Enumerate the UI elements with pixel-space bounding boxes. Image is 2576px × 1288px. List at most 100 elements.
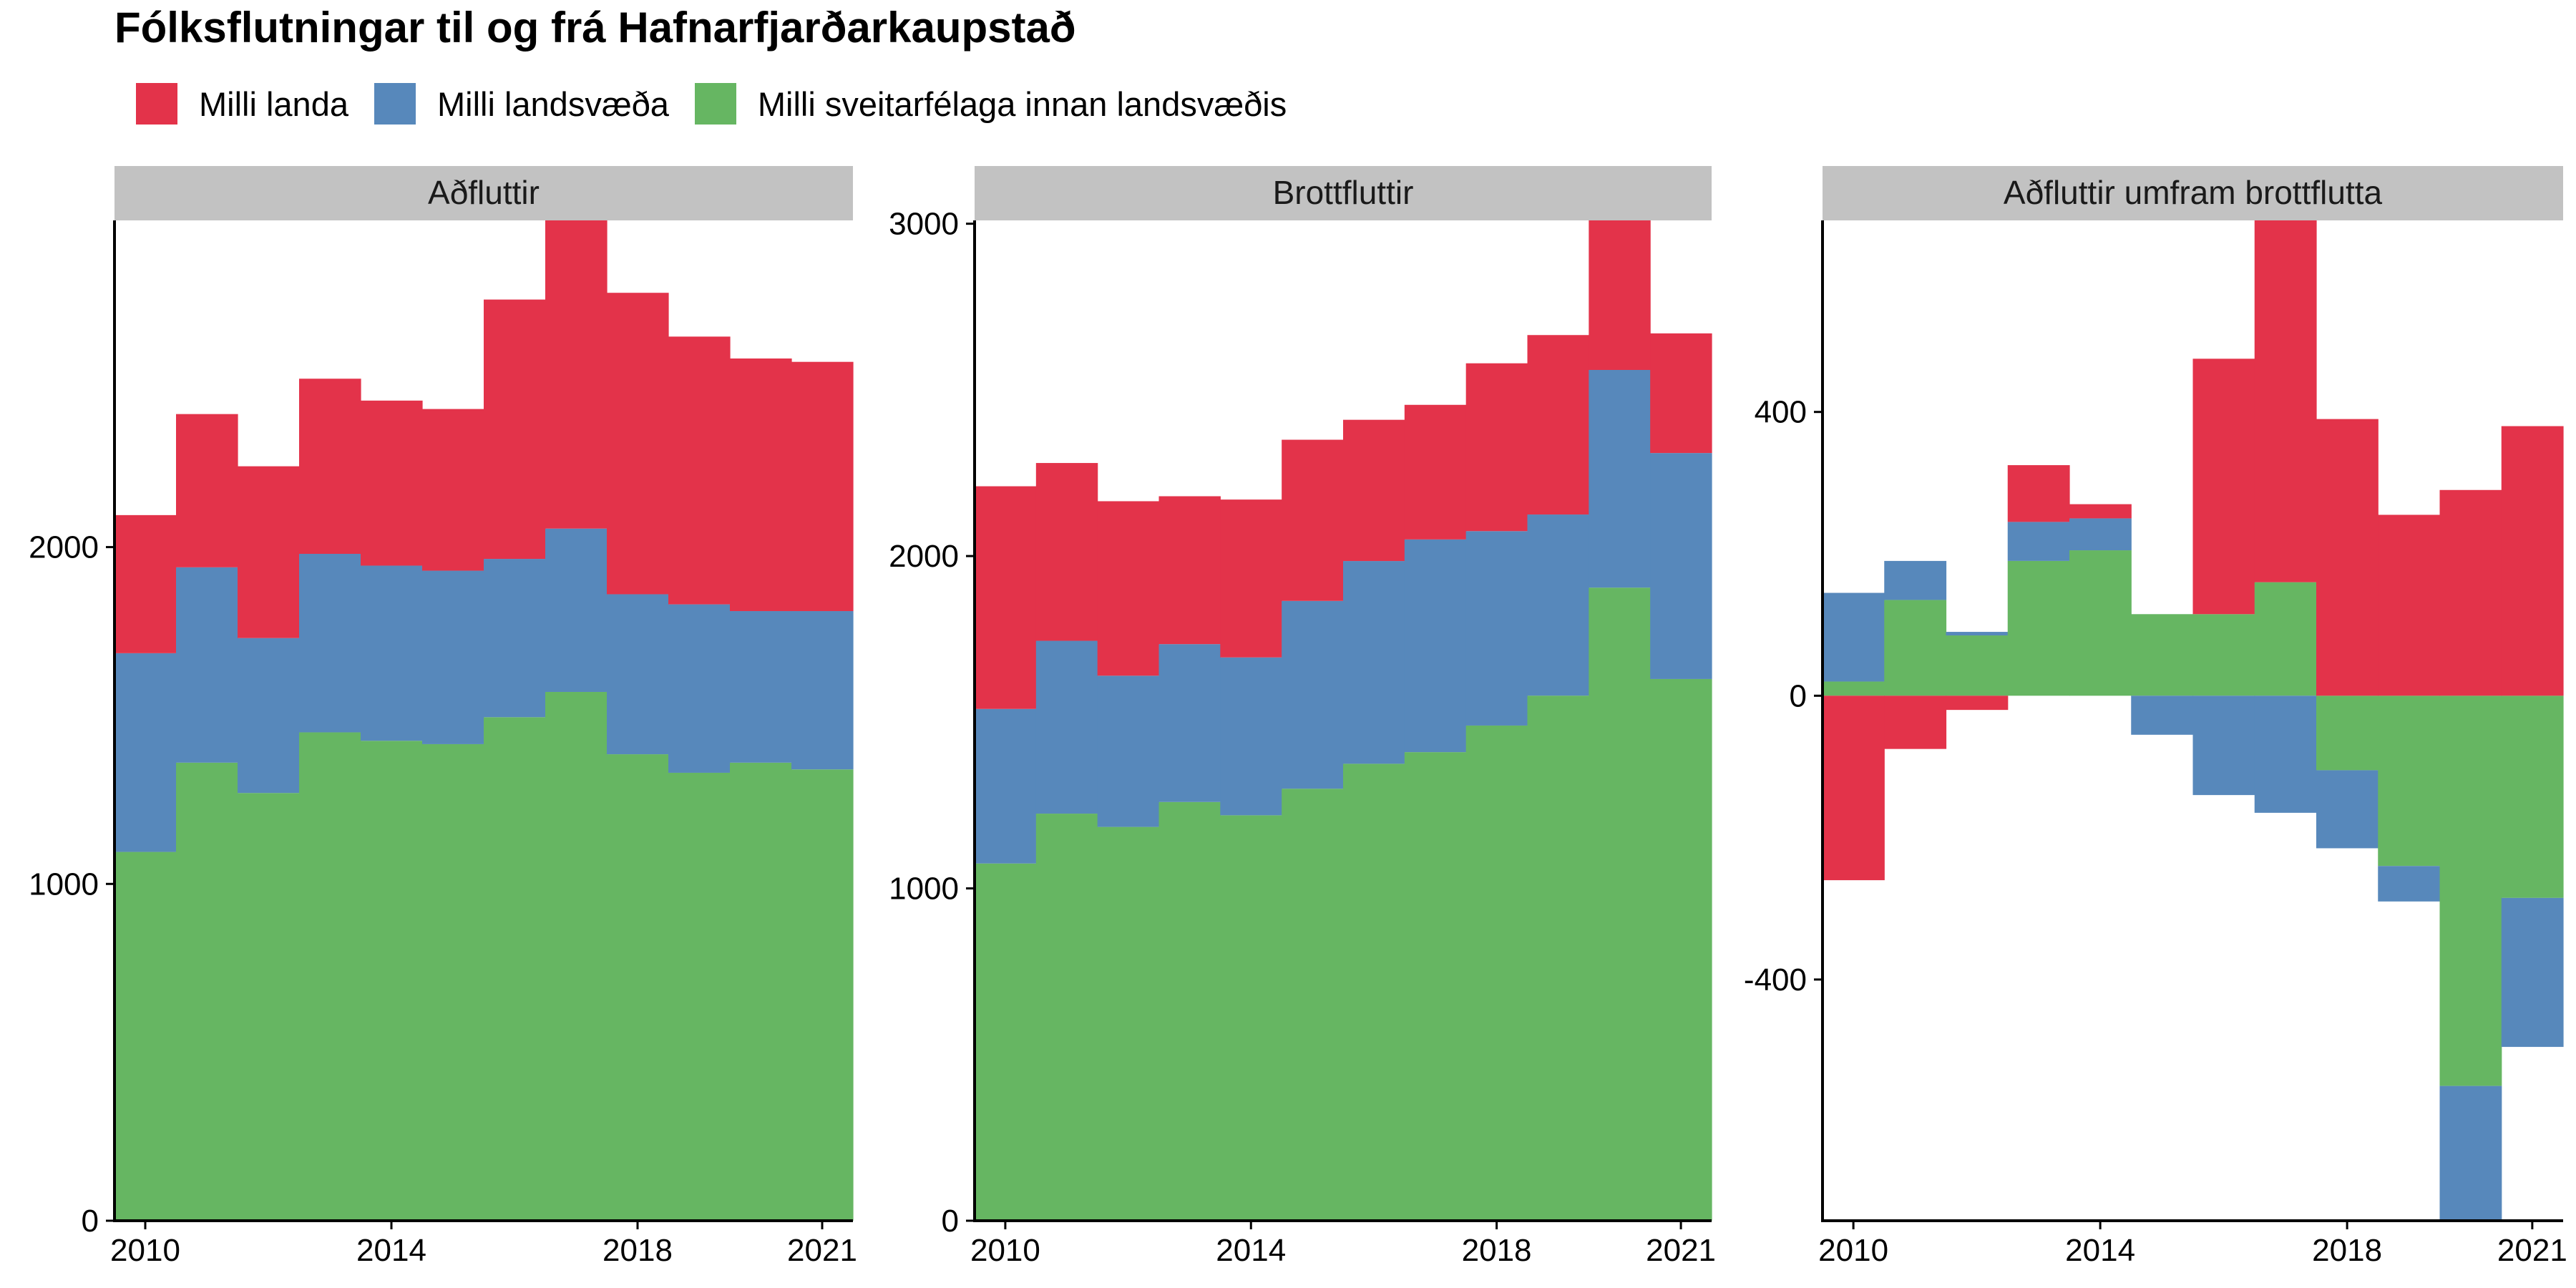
bar-landsvaeda-2011 [1884,560,1947,600]
chart-title: Fólksflutningar til og frá Hafnarfjarðar… [114,4,1076,52]
panel-strip-title-2: Brottfluttir [1273,174,1414,211]
x-tick-label-1-2014: 2014 [356,1233,426,1268]
x-tick-label-1-2018: 2018 [602,1233,673,1268]
x-tick-label-1-2021: 2021 [787,1233,857,1268]
bar-sveitarfelaga-2020 [1589,587,1651,1221]
bar-sveitarfelaga-2020 [730,762,792,1221]
bar-landsvaeda-2017 [2254,696,2317,813]
bar-sveitarfelaga-2017 [1404,752,1467,1221]
bar-landa-2020 [2439,489,2502,696]
bar-sveitarfelaga-2021 [1650,678,1712,1221]
bar-sveitarfelaga-2011 [176,762,238,1221]
bar-landsvaeda-2010 [975,708,1037,864]
y-tick-label-1-2000: 2000 [29,530,99,565]
bar-landsvaeda-2017 [1404,539,1467,753]
bar-landa-2018 [1465,363,1528,532]
bar-sveitarfelaga-2018 [607,754,669,1221]
bar-landsvaeda-2012 [238,638,300,794]
bar-landsvaeda-2014 [1220,657,1282,816]
bar-sveitarfelaga-2010 [975,863,1037,1221]
legend-item-milli-sveitarfelaga: Milli sveitarfélaga innan landsvæðis [694,83,1287,125]
bar-landsvaeda-2013 [1158,644,1221,802]
x-tick-label-2-2021: 2021 [1646,1233,1716,1268]
bar-landa-2016 [1343,419,1405,562]
panel-strip-2 [975,166,1712,220]
bar-landsvaeda-2019 [668,604,731,773]
panel-1: Aðfluttir 0 1000 2000 2010 2014 2018 2021 [29,166,857,1268]
bar-landsvaeda-2014 [361,565,423,741]
panel-3: Aðfluttir umfram brottflutta -400 0 400 2010… [1744,166,2567,1268]
legend-item-milli-landa: Milli landa [136,83,348,125]
bar-sveitarfelaga-2013 [299,732,361,1221]
bar-landa-2013 [1158,496,1221,645]
bar-sveitarfelaga-2012 [1097,826,1160,1221]
x-tick-label-2-2018: 2018 [1462,1233,1532,1268]
legend-swatch-milli-landsvaeda [374,83,416,125]
legend-swatch-milli-sveitarfelaga [694,83,736,125]
bar-sveitarfelaga-2019 [668,772,731,1221]
bar-landa-2016 [484,299,546,560]
bar-landa-2019 [1527,335,1589,515]
panel-strip-1 [114,166,853,220]
panel-strip-3 [1823,166,2563,220]
panel-strip-title-1: Aðfluttir [428,174,540,211]
bar-landa-2018 [2316,419,2379,696]
panel-2: Brottfluttir 0 1000 2000 3000 2010 2014 2018 202… [889,166,1716,1268]
bar-sveitarfelaga-2016 [484,717,546,1221]
bar-sveitarfelaga-2016 [2192,614,2255,696]
legend-label-milli-landa: Milli landa [199,84,348,123]
bar-landa-2018 [607,293,669,595]
bar-sveitarfelaga-2010 [114,852,177,1221]
bar-landsvaeda-2016 [484,559,546,718]
bar-landsvaeda-2010 [1823,592,1885,682]
bar-landsvaeda-2019 [1527,514,1589,696]
bar-landsvaeda-2016 [2192,696,2255,796]
bar-landa-2015 [422,409,484,571]
bar-sveitarfelaga-2019 [1527,696,1589,1221]
bar-landsvaeda-2020 [2439,1085,2502,1221]
bar-landa-2016 [2192,358,2255,615]
bar-sveitarfelaga-2014 [2069,550,2132,696]
bar-sveitarfelaga-2018 [1465,725,1528,1221]
bar-landa-2021 [1650,333,1712,454]
bar-sveitarfelaga-2019 [2378,696,2441,867]
bar-landa-2010 [975,486,1037,709]
x-tick-label-3-2014: 2014 [2065,1233,2135,1268]
bar-sveitarfelaga-2015 [1282,789,1344,1221]
bar-landa-2010 [1823,696,1885,881]
bar-sveitarfelaga-2014 [1220,815,1282,1221]
bar-sveitarfelaga-2016 [1343,763,1405,1221]
bar-landsvaeda-2015 [1282,600,1344,789]
bar-landa-2015 [1282,439,1344,601]
bar-landa-2011 [176,414,238,567]
bar-sveitarfelaga-2014 [361,741,423,1221]
bar-landsvaeda-2011 [1035,640,1098,814]
bar-landsvaeda-2013 [2007,522,2070,561]
bar-landsvaeda-2011 [176,567,238,763]
y-tick-label-2-0: 0 [942,1204,959,1239]
bar-landsvaeda-2010 [114,653,177,852]
y-tick-label-3--400: -400 [1744,962,1807,997]
bar-landa-2011 [1884,696,1947,749]
bar-landa-2012 [1946,696,2009,711]
bar-landsvaeda-2012 [1097,675,1160,827]
legend-label-milli-sveitarfelaga: Milli sveitarfélaga innan landsvæðis [757,84,1287,123]
bar-landa-2013 [299,379,361,554]
y-tick-label-1-1000: 1000 [29,867,99,902]
bar-sveitarfelaga-2021 [2501,696,2564,898]
bar-landsvaeda-2017 [545,528,608,692]
bar-landa-2017 [1404,404,1467,540]
bar-landa-2017 [545,220,608,529]
panel-strip-title-3: Aðfluttir umfram brottflutta [2004,174,2383,211]
y-tick-label-3-400: 400 [1755,395,1807,430]
legend: Milli landa Milli landsvæða Milli sveita… [136,79,1312,129]
bar-landa-2012 [238,466,300,638]
bar-landa-2021 [791,361,854,612]
y-tick-label-3-0: 0 [1790,678,1807,713]
bar-landsvaeda-2020 [730,611,792,763]
bar-landsvaeda-2012 [1946,632,2009,636]
bar-landsvaeda-2018 [2316,770,2379,849]
legend-label-milli-landsvaeda: Milli landsvæða [436,84,669,123]
x-tick-label-1-2010: 2010 [110,1233,180,1268]
